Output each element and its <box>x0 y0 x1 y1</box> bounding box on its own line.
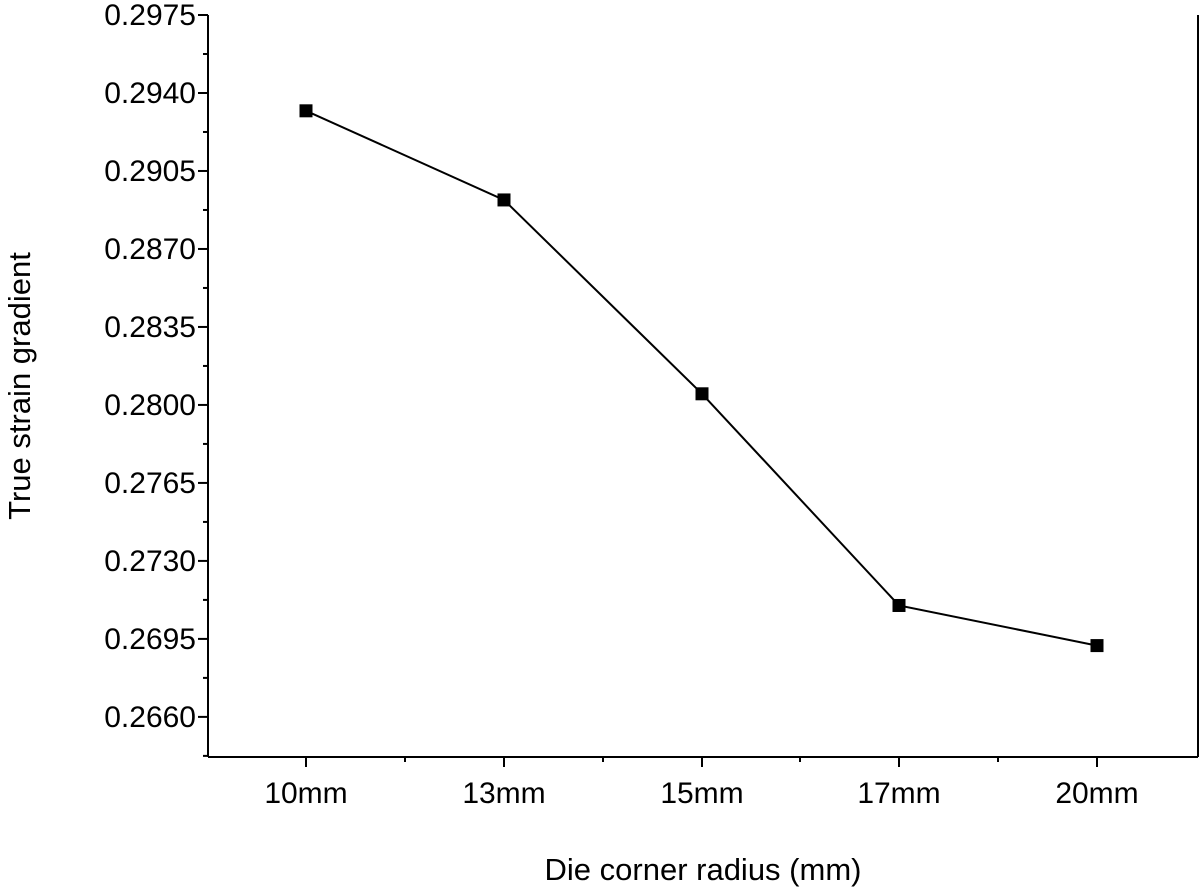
x-tick-label: 17mm <box>857 777 940 810</box>
y-axis-title: True strain gradient <box>2 252 37 520</box>
y-tick-label: 0.2870 <box>104 233 196 266</box>
y-tick-label: 0.2800 <box>104 389 196 422</box>
x-tick-label: 20mm <box>1055 777 1138 810</box>
y-tick-label: 0.2730 <box>104 545 196 578</box>
series-line <box>305 109 1098 647</box>
y-tick-label: 0.2695 <box>104 623 196 656</box>
y-tick-label: 0.2835 <box>104 311 196 344</box>
y-tick-label: 0.2660 <box>104 701 196 734</box>
x-tick-label: 15mm <box>660 777 743 810</box>
data-point-marker <box>1090 639 1104 653</box>
x-tick-label: 10mm <box>264 777 347 810</box>
y-axis-ticks: 0.2660 0.2695 0.2730 0.2765 0.2800 0.2835 0.28… <box>104 0 208 757</box>
y-tick-label: 0.2940 <box>104 77 196 110</box>
y-tick-label: 0.2975 <box>104 0 196 32</box>
data-point-marker <box>892 598 906 612</box>
y-tick-label: 0.2905 <box>104 155 196 188</box>
data-point-marker <box>299 104 313 118</box>
y-tick-label: 0.2765 <box>104 467 196 500</box>
series-polyline <box>305 109 1098 647</box>
x-axis-title: Die corner radius (mm) <box>545 852 862 887</box>
series-markers <box>299 104 1104 653</box>
data-point-marker <box>497 193 511 207</box>
x-axis-ticks: 10mm 13mm 15mm 17mm 20mm <box>264 757 1139 810</box>
data-point-marker <box>695 387 709 401</box>
plot-frame <box>207 15 1199 758</box>
x-tick-label: 13mm <box>462 777 545 810</box>
